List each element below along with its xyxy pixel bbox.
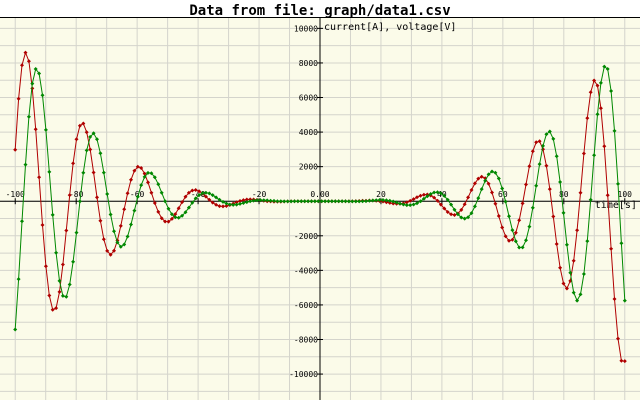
y-tick-label: 8000 bbox=[299, 59, 318, 68]
y-axis-label: current[A], voltage[V] bbox=[324, 22, 456, 33]
x-tick-label: 100 bbox=[618, 190, 633, 199]
x-axis-label: time[s] bbox=[595, 200, 637, 211]
y-tick-label: 2000 bbox=[299, 163, 318, 172]
y-tick-label: -10000 bbox=[289, 370, 318, 379]
y-tick-label: -2000 bbox=[294, 232, 318, 241]
x-tick-label: 0.00 bbox=[310, 190, 329, 199]
y-tick-label: -8000 bbox=[294, 336, 318, 345]
x-tick-label: -100 bbox=[6, 190, 25, 199]
chart-title: Data from file: graph/data1.csv bbox=[189, 3, 450, 19]
y-tick-label: 4000 bbox=[299, 128, 318, 137]
x-tick-label: -20 bbox=[252, 190, 267, 199]
chart-plot-area: -100-80-60-40-200.0020406080100100008000… bbox=[0, 18, 640, 400]
x-tick-label: 20 bbox=[376, 190, 386, 199]
x-tick-label: 80 bbox=[559, 190, 569, 199]
y-tick-label: -4000 bbox=[294, 266, 318, 275]
y-tick-label: 6000 bbox=[299, 94, 318, 103]
y-tick-label: -6000 bbox=[294, 301, 318, 310]
title-bar: Data from file: graph/data1.csv bbox=[0, 0, 640, 18]
y-tick-label: 10000 bbox=[294, 24, 318, 33]
